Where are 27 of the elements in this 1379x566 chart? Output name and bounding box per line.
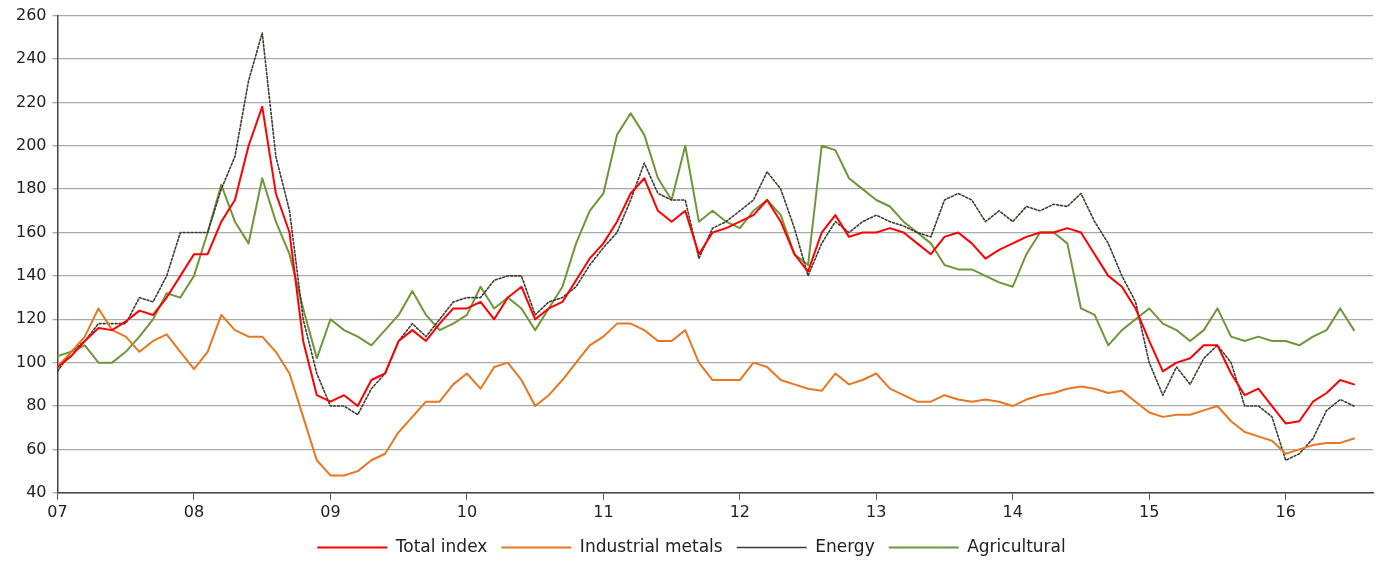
x-tick-label: 11 xyxy=(593,501,614,521)
y-tick-label: 200 xyxy=(15,134,47,154)
y-tick-label: 160 xyxy=(15,221,47,241)
y-tick-label: 80 xyxy=(26,395,47,415)
legend-label: Industrial metals xyxy=(579,535,723,556)
x-tick-label: 14 xyxy=(1002,501,1023,521)
y-tick-label: 240 xyxy=(15,48,47,68)
y-tick-label: 260 xyxy=(15,4,47,24)
y-tick-label: 100 xyxy=(15,351,47,371)
x-tick-label: 10 xyxy=(456,501,478,521)
y-tick-label: 180 xyxy=(15,178,47,198)
y-tick-label: 140 xyxy=(15,265,47,285)
x-tick-label: 07 xyxy=(47,501,68,521)
x-tick-label: 08 xyxy=(183,501,205,521)
x-tick-label: 16 xyxy=(1275,501,1296,521)
x-tick-label: 12 xyxy=(729,501,751,521)
legend-label: Total index xyxy=(394,535,488,556)
y-tick-label: 60 xyxy=(26,438,47,458)
y-tick-label: 120 xyxy=(15,308,47,328)
y-tick-label: 220 xyxy=(15,91,47,111)
x-tick-label: 13 xyxy=(866,501,887,521)
legend-label: Energy xyxy=(815,535,875,556)
y-tick-label: 40 xyxy=(26,481,47,501)
x-tick-label: 09 xyxy=(320,501,341,521)
legend-label: Agricultural xyxy=(967,535,1066,556)
line-series xyxy=(57,32,1355,462)
x-tick-label: 15 xyxy=(1139,501,1160,521)
